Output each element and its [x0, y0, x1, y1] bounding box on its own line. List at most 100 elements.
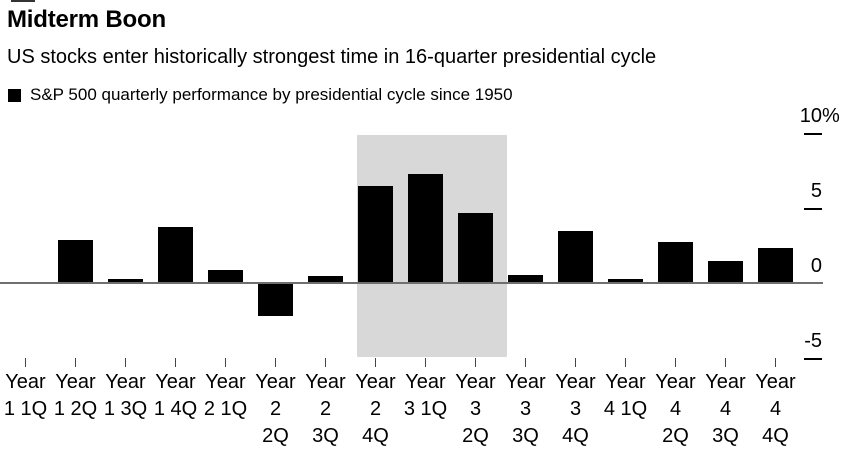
- x-label-line: Year: [505, 371, 546, 393]
- x-label-line: Year: [755, 371, 796, 393]
- bar-year-3-4q: [558, 231, 593, 284]
- x-label-year-3-3q: Year 3 3Q: [501, 369, 551, 449]
- legend-swatch-icon: [8, 88, 21, 102]
- y-axis-unit: %: [822, 104, 840, 127]
- x-label-year-2-4q: Year 2 4Q: [351, 369, 401, 449]
- bar-year-2-4q: [358, 186, 393, 284]
- y-tick-mark-5: [804, 207, 822, 210]
- x-label-year-1-3q: Year 1 3Q: [101, 369, 151, 423]
- x-label-line: 2Q: [662, 425, 689, 447]
- x-label-line: 2: [319, 398, 332, 420]
- x-label-year-1-4q: Year 1 4Q: [151, 369, 201, 423]
- x-label-line: 2: [269, 398, 282, 420]
- x-label-year-3-2q: Year 3 2Q: [451, 369, 501, 449]
- bar-year-2-2q: [258, 284, 293, 316]
- x-label-line: 2Q: [462, 425, 489, 447]
- x-label-line: 1 1Q: [3, 398, 48, 420]
- x-label-year-4-4q: Year 4 4Q: [751, 369, 801, 449]
- x-label-line: Year: [605, 371, 646, 393]
- x-axis-line: [0, 282, 823, 284]
- x-label-line: Year: [655, 371, 696, 393]
- x-label-year-2-1q: Year 2 1Q: [201, 369, 251, 423]
- bar-year-3-2q: [458, 213, 493, 284]
- x-tick: [224, 357, 227, 367]
- x-label-line: 2Q: [262, 425, 289, 447]
- y-tick-label--5: -5: [804, 330, 822, 352]
- x-label-line: Year: [555, 371, 596, 393]
- x-tick: [574, 357, 577, 367]
- y-tick-label-0: 0: [811, 255, 822, 277]
- bar-year-4-4q: [758, 247, 793, 284]
- x-tick: [174, 357, 177, 367]
- bar-year-4-1q: [608, 279, 643, 284]
- x-label-year-1-2q: Year 1 2Q: [51, 369, 101, 423]
- bar-year-1-4q: [158, 226, 193, 284]
- chart-subtitle: US stocks enter historically strongest t…: [7, 46, 657, 68]
- x-label-line: 3: [569, 398, 582, 420]
- bar-year-4-3q: [708, 261, 743, 284]
- x-label-line: Year: [55, 371, 96, 393]
- x-tick: [474, 357, 477, 367]
- x-label-year-2-2q: Year 2 2Q: [251, 369, 301, 449]
- x-label-line: 3: [519, 398, 532, 420]
- y-tick-mark--5: [804, 357, 822, 360]
- y-tick-label-5: 5: [811, 180, 822, 202]
- x-tick: [124, 357, 127, 367]
- x-label-line: 4Q: [362, 425, 389, 447]
- x-label-line: 3Q: [512, 425, 539, 447]
- x-label-year-2-3q: Year 2 3Q: [301, 369, 351, 449]
- x-label-line: 2: [369, 398, 382, 420]
- x-label-line: 3Q: [312, 425, 339, 447]
- bar-year-1-3q: [108, 279, 143, 284]
- x-label-line: 4Q: [562, 425, 589, 447]
- x-tick: [274, 357, 277, 367]
- bar-year-2-1q: [208, 270, 243, 284]
- x-label-year-4-1q: Year 4 1Q: [601, 369, 651, 423]
- x-label-line: Year: [405, 371, 446, 393]
- y-tick-value: 5: [810, 179, 822, 202]
- x-label-line: 1 2Q: [53, 398, 98, 420]
- x-label-line: 4: [769, 398, 782, 420]
- x-label-line: Year: [355, 371, 396, 393]
- x-label-line: Year: [5, 371, 46, 393]
- bar-year-3-1q: [408, 174, 443, 284]
- x-label-line: 3Q: [712, 425, 739, 447]
- x-label-line: 3 1Q: [403, 398, 448, 420]
- x-tick: [74, 357, 77, 367]
- y-tick-value: 0: [810, 254, 822, 277]
- x-label-line: 2 1Q: [203, 398, 248, 420]
- x-tick: [524, 357, 527, 367]
- x-label-line: 1 4Q: [153, 398, 198, 420]
- bar-year-2-3q: [308, 276, 343, 284]
- x-label-line: Year: [705, 371, 746, 393]
- x-label-line: 3: [469, 398, 482, 420]
- x-label-line: 4: [719, 398, 732, 420]
- x-label-line: Year: [255, 371, 296, 393]
- x-label-line: Year: [155, 371, 196, 393]
- chart-legend: S&P 500 quarterly performance by preside…: [8, 86, 513, 104]
- x-tick: [624, 357, 627, 367]
- x-tick: [374, 357, 377, 367]
- x-tick: [424, 357, 427, 367]
- x-label-line: 4 1Q: [603, 398, 648, 420]
- y-tick-value: 10: [799, 104, 822, 127]
- y-tick-label-10: 10%: [799, 104, 840, 127]
- x-label-line: 4Q: [762, 425, 789, 447]
- bar-year-3-3q: [508, 274, 543, 284]
- x-label-line: Year: [105, 371, 146, 393]
- x-label-year-4-2q: Year 4 2Q: [651, 369, 701, 449]
- y-tick-mark-10: [804, 132, 822, 135]
- x-tick: [24, 357, 27, 367]
- x-tick: [724, 357, 727, 367]
- crop-artifact: [11, 0, 35, 2]
- bar-year-1-2q: [58, 240, 93, 284]
- x-label-year-3-4q: Year 3 4Q: [551, 369, 601, 449]
- x-label-line: Year: [205, 371, 246, 393]
- x-tick: [324, 357, 327, 367]
- x-tick: [674, 357, 677, 367]
- page-title: Midterm Boon: [7, 6, 166, 33]
- x-label-line: 4: [669, 398, 682, 420]
- legend-label: S&P 500 quarterly performance by preside…: [30, 85, 513, 104]
